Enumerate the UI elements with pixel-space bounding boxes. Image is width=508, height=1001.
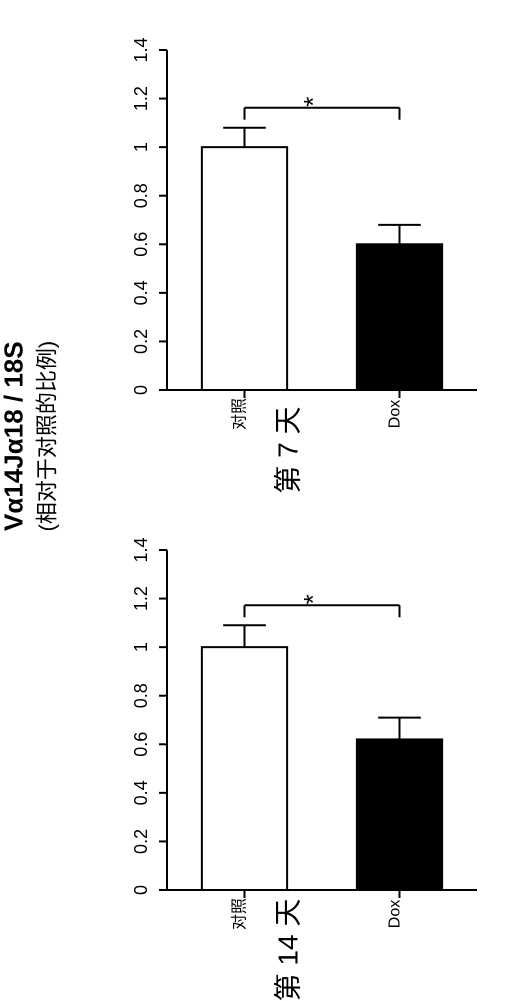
bar-Dox	[356, 244, 441, 390]
y-tick-label: 1.4	[131, 537, 151, 562]
y-tick-label: 0.8	[131, 683, 151, 708]
chart-day14-plot: 0 0.2 0.4 0.6 0.8 1 1.2 1.4 对照 Dox *	[95, 510, 508, 930]
charts-container: 0 0.2 0.4 0.6 0.8 1 1.2 1.4 对照 Dox * 第 7 天 0 0.2 0.4…	[95, 0, 508, 1000]
chart-day7-plot: 0 0.2 0.4 0.6 0.8 1 1.2 1.4 对照 Dox *	[95, 10, 508, 430]
y-tick-label: 1	[131, 142, 151, 152]
bar-对照	[201, 647, 286, 890]
y-tick-label: 0.2	[131, 829, 151, 854]
y-axis-subtitle: (相对于对照的比例)	[30, 341, 62, 532]
y-tick-label: 1.2	[131, 586, 151, 611]
x-category-label: 对照	[230, 398, 248, 430]
y-tick-label: 0.4	[131, 780, 151, 805]
bar-对照	[201, 147, 286, 390]
y-tick-label: 0	[131, 885, 151, 895]
chart-day7: 0 0.2 0.4 0.6 0.8 1 1.2 1.4 对照 Dox * 第 7 天	[95, 0, 508, 500]
x-category-label: Dox	[386, 400, 403, 428]
y-tick-label: 0.6	[131, 232, 151, 257]
significance-bracket	[244, 108, 399, 120]
chart-day7-caption: 第 7 天	[266, 406, 306, 493]
y-axis-label-group: Vα14Jα18 / 18S (相对于对照的比例)	[0, 341, 62, 532]
x-category-label: 对照	[230, 898, 248, 930]
y-tick-label: 0.2	[131, 329, 151, 354]
significance-bracket	[244, 605, 399, 617]
y-tick-label: 1	[131, 642, 151, 652]
y-tick-label: 1.4	[131, 37, 151, 62]
chart-day14-caption: 第 14 天	[267, 899, 307, 1001]
bar-Dox	[356, 739, 441, 890]
significance-star: *	[298, 594, 328, 604]
y-tick-label: 1.2	[131, 86, 151, 111]
y-axis-title: Vα14Jα18 / 18S	[0, 341, 30, 532]
x-category-label: Dox	[386, 900, 403, 928]
y-tick-label: 0.4	[131, 280, 151, 305]
y-tick-label: 0	[131, 385, 151, 395]
y-tick-label: 0.8	[131, 183, 151, 208]
significance-star: *	[298, 97, 328, 107]
y-tick-label: 0.6	[131, 732, 151, 757]
chart-day14: 0 0.2 0.4 0.6 0.8 1 1.2 1.4 对照 Dox * 第 14 天	[95, 500, 508, 1000]
